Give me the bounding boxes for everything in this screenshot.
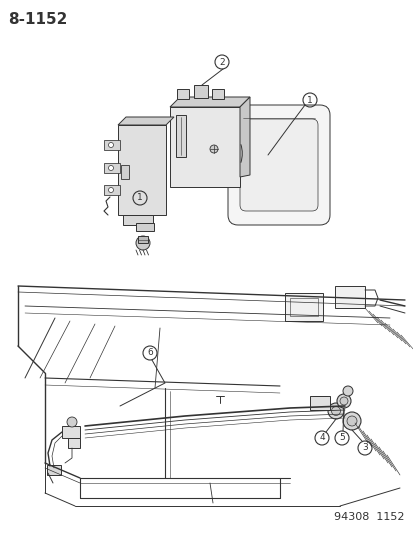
Circle shape: [339, 397, 347, 405]
Circle shape: [346, 416, 356, 426]
Bar: [211, 89, 223, 99]
Circle shape: [108, 166, 113, 171]
Text: 1: 1: [137, 193, 142, 203]
Bar: [136, 223, 154, 231]
Polygon shape: [170, 97, 249, 107]
Bar: [104, 185, 120, 195]
Bar: [121, 165, 129, 179]
Bar: [309, 396, 329, 410]
Circle shape: [108, 188, 113, 192]
Bar: [47, 465, 61, 475]
Text: 4: 4: [318, 433, 324, 442]
Bar: [62, 426, 80, 438]
Bar: [334, 286, 364, 308]
Text: 94308  1152: 94308 1152: [334, 512, 404, 522]
Circle shape: [331, 407, 339, 416]
Bar: [123, 215, 153, 225]
Bar: [177, 89, 189, 99]
Circle shape: [108, 142, 113, 148]
Circle shape: [209, 145, 218, 153]
Bar: [289, 298, 317, 316]
Text: 6: 6: [147, 349, 152, 358]
Polygon shape: [240, 97, 249, 177]
Bar: [118, 125, 166, 215]
Bar: [170, 107, 240, 187]
Circle shape: [327, 403, 343, 419]
Text: 2: 2: [218, 58, 224, 67]
Circle shape: [342, 386, 352, 396]
Text: 1: 1: [306, 95, 312, 104]
Bar: [68, 438, 80, 448]
Bar: [194, 85, 207, 98]
Text: 8-1152: 8-1152: [8, 12, 67, 27]
Circle shape: [342, 412, 360, 430]
FancyBboxPatch shape: [228, 105, 329, 225]
Bar: [104, 140, 120, 150]
Bar: [176, 115, 185, 157]
Polygon shape: [118, 117, 173, 125]
Bar: [284, 293, 322, 321]
Bar: [104, 163, 120, 173]
FancyBboxPatch shape: [240, 119, 317, 211]
Text: 3: 3: [361, 443, 367, 453]
Circle shape: [67, 417, 77, 427]
Circle shape: [136, 236, 150, 250]
Text: 5: 5: [338, 433, 344, 442]
Bar: [138, 236, 147, 243]
Circle shape: [336, 394, 350, 408]
